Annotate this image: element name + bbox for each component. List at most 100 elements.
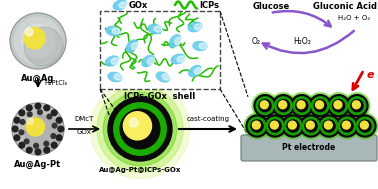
Ellipse shape bbox=[114, 74, 122, 80]
Circle shape bbox=[52, 123, 57, 128]
Circle shape bbox=[24, 27, 63, 66]
Circle shape bbox=[129, 118, 138, 127]
Circle shape bbox=[12, 103, 64, 155]
Circle shape bbox=[351, 100, 363, 112]
Circle shape bbox=[298, 113, 324, 139]
Circle shape bbox=[254, 95, 276, 117]
Ellipse shape bbox=[171, 54, 185, 64]
Circle shape bbox=[291, 95, 313, 117]
Circle shape bbox=[320, 117, 338, 135]
Circle shape bbox=[354, 115, 376, 137]
Circle shape bbox=[56, 135, 62, 141]
Circle shape bbox=[20, 120, 25, 124]
Circle shape bbox=[334, 101, 342, 109]
Ellipse shape bbox=[105, 56, 119, 66]
Circle shape bbox=[24, 139, 29, 144]
Circle shape bbox=[318, 115, 340, 137]
Circle shape bbox=[26, 147, 32, 153]
Circle shape bbox=[108, 97, 172, 161]
Text: cast-coating: cast-coating bbox=[186, 116, 229, 122]
Circle shape bbox=[19, 142, 25, 148]
Text: O₂: O₂ bbox=[251, 36, 260, 46]
Text: Au@Ag-Pt@ICPs-GOx: Au@Ag-Pt@ICPs-GOx bbox=[99, 167, 181, 173]
Circle shape bbox=[25, 28, 33, 36]
Circle shape bbox=[336, 115, 358, 137]
Circle shape bbox=[246, 115, 268, 137]
Ellipse shape bbox=[112, 28, 120, 34]
Ellipse shape bbox=[108, 72, 122, 82]
Circle shape bbox=[324, 121, 332, 129]
Circle shape bbox=[14, 135, 20, 141]
Text: e: e bbox=[367, 70, 375, 80]
Ellipse shape bbox=[162, 74, 170, 80]
Circle shape bbox=[287, 120, 299, 132]
Circle shape bbox=[58, 126, 64, 132]
Circle shape bbox=[248, 117, 266, 135]
Text: DMcT: DMcT bbox=[74, 116, 94, 122]
Text: H₂O + O₂: H₂O + O₂ bbox=[338, 15, 370, 21]
Text: GOx: GOx bbox=[129, 1, 148, 9]
Circle shape bbox=[352, 113, 378, 139]
Text: ICPs-GOx  shell: ICPs-GOx shell bbox=[124, 92, 196, 101]
Circle shape bbox=[344, 93, 370, 119]
Circle shape bbox=[309, 95, 331, 117]
Circle shape bbox=[51, 142, 57, 148]
Circle shape bbox=[348, 97, 366, 115]
Circle shape bbox=[123, 112, 152, 140]
Ellipse shape bbox=[177, 56, 185, 62]
Circle shape bbox=[356, 117, 374, 135]
Circle shape bbox=[12, 126, 18, 132]
Ellipse shape bbox=[154, 26, 162, 32]
Circle shape bbox=[325, 93, 352, 119]
Circle shape bbox=[300, 115, 322, 137]
Ellipse shape bbox=[126, 40, 138, 52]
Circle shape bbox=[314, 100, 326, 112]
Circle shape bbox=[277, 100, 290, 112]
Circle shape bbox=[244, 113, 270, 139]
Ellipse shape bbox=[194, 68, 202, 74]
Circle shape bbox=[19, 130, 24, 135]
Circle shape bbox=[330, 97, 347, 115]
Text: GOx: GOx bbox=[77, 129, 91, 135]
Circle shape bbox=[35, 103, 41, 109]
Circle shape bbox=[282, 115, 304, 137]
Circle shape bbox=[37, 110, 42, 115]
Circle shape bbox=[19, 110, 25, 116]
Ellipse shape bbox=[111, 58, 119, 64]
Circle shape bbox=[334, 113, 360, 139]
Ellipse shape bbox=[148, 24, 162, 34]
Circle shape bbox=[323, 120, 335, 132]
Circle shape bbox=[56, 117, 62, 123]
Circle shape bbox=[26, 105, 32, 111]
Circle shape bbox=[44, 147, 50, 153]
Ellipse shape bbox=[132, 42, 138, 50]
Circle shape bbox=[35, 149, 41, 155]
Circle shape bbox=[44, 141, 49, 146]
Circle shape bbox=[360, 121, 368, 129]
Circle shape bbox=[97, 86, 183, 172]
Circle shape bbox=[252, 93, 278, 119]
Ellipse shape bbox=[142, 55, 154, 67]
Circle shape bbox=[274, 97, 292, 115]
Circle shape bbox=[311, 97, 329, 115]
Ellipse shape bbox=[147, 58, 155, 64]
Circle shape bbox=[27, 118, 33, 124]
Circle shape bbox=[266, 117, 284, 135]
Circle shape bbox=[280, 113, 306, 139]
Circle shape bbox=[270, 121, 278, 129]
Circle shape bbox=[342, 121, 350, 129]
Circle shape bbox=[24, 28, 45, 49]
Circle shape bbox=[270, 93, 296, 119]
Circle shape bbox=[26, 118, 45, 136]
Text: ICPs: ICPs bbox=[199, 1, 219, 9]
Circle shape bbox=[21, 24, 55, 58]
Circle shape bbox=[251, 120, 263, 132]
Circle shape bbox=[273, 95, 294, 117]
Circle shape bbox=[34, 143, 39, 148]
Circle shape bbox=[316, 113, 342, 139]
Circle shape bbox=[103, 92, 177, 166]
Ellipse shape bbox=[199, 43, 207, 49]
Circle shape bbox=[302, 117, 320, 135]
Circle shape bbox=[44, 105, 50, 111]
Ellipse shape bbox=[194, 24, 202, 30]
